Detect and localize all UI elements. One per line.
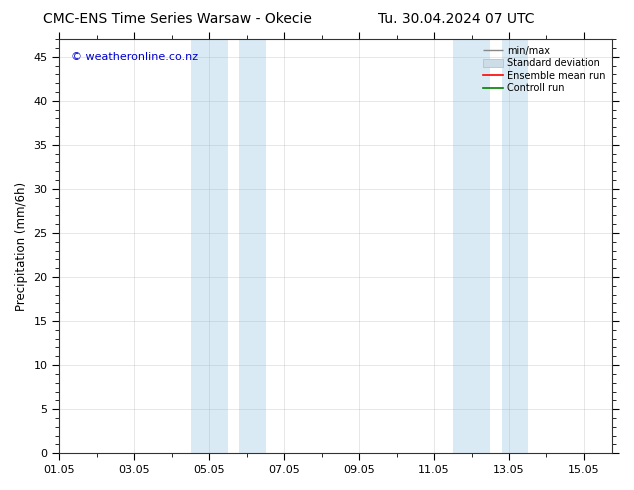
Y-axis label: Precipitation (mm/6h): Precipitation (mm/6h) [15,182,28,311]
Bar [239,39,266,453]
Bar [501,39,527,453]
Bar [453,39,490,453]
Text: CMC-ENS Time Series Warsaw - Okecie: CMC-ENS Time Series Warsaw - Okecie [43,12,312,26]
Legend: min/max, Standard deviation, Ensemble mean run, Controll run: min/max, Standard deviation, Ensemble me… [481,44,607,95]
Text: Tu. 30.04.2024 07 UTC: Tu. 30.04.2024 07 UTC [378,12,534,26]
Bar [191,39,228,453]
Text: © weatheronline.co.nz: © weatheronline.co.nz [70,51,198,62]
